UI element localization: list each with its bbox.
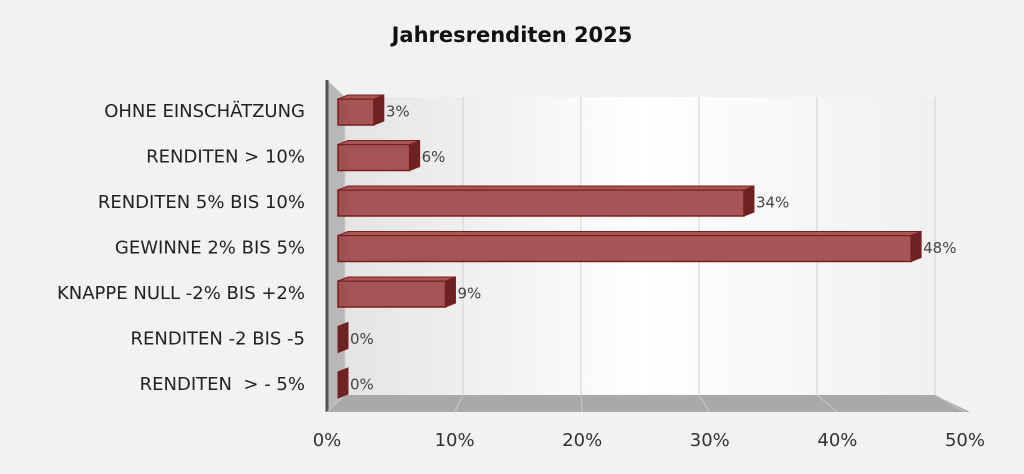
- bar-side: [373, 94, 385, 126]
- y-tick-label: OHNE EINSCHÄTZUNG: [104, 101, 305, 122]
- value-label: 6%: [422, 148, 446, 166]
- bar-side: [910, 230, 922, 263]
- bar: [337, 280, 447, 308]
- y-tick-label: RENDITEN > 10%: [146, 147, 305, 168]
- floor-line: [816, 394, 838, 413]
- value-label: 9%: [457, 285, 481, 303]
- bar-side: [337, 367, 349, 399]
- bar: [337, 143, 411, 172]
- x-tick-label: 0%: [313, 430, 342, 451]
- value-label: 0%: [350, 376, 374, 394]
- bar-top: [337, 276, 456, 282]
- bar: [337, 234, 912, 263]
- y-tick-label: GEWINNE 2% BIS 5%: [115, 238, 305, 259]
- bar-top: [337, 322, 349, 327]
- value-label: 0%: [350, 330, 374, 348]
- x-tick-label: 20%: [562, 430, 602, 451]
- y-tick-label: RENDITEN 5% BIS 10%: [98, 192, 305, 213]
- bar-side: [743, 185, 755, 217]
- x-tick-label: 10%: [435, 430, 475, 451]
- bar-top: [337, 140, 420, 145]
- floor: [327, 395, 970, 412]
- value-label: 34%: [756, 194, 789, 212]
- bar: [337, 189, 745, 217]
- x-tick-label: 40%: [817, 430, 857, 451]
- bar-top: [337, 185, 755, 191]
- bar-top: [337, 231, 922, 236]
- value-label: 48%: [923, 239, 956, 257]
- bar-top: [337, 94, 385, 100]
- value-label: 3%: [386, 103, 410, 121]
- y-tick-label: KNAPPE NULL -2% BIS +2%: [57, 283, 305, 304]
- bar-side: [444, 276, 456, 308]
- x-tick-label: 30%: [690, 430, 730, 451]
- bar-side: [409, 139, 421, 172]
- chart-title: Jahresrenditen 2025: [390, 23, 633, 47]
- bar: [337, 98, 375, 126]
- y-tick-label: RENDITEN > - 5%: [140, 374, 305, 395]
- floor-line: [580, 394, 583, 413]
- x-tick-label: 50%: [945, 430, 985, 451]
- floor-line: [934, 394, 966, 413]
- y-tick-label: RENDITEN -2 BIS -5: [131, 329, 306, 350]
- floor-line: [698, 394, 711, 413]
- bar-side: [337, 321, 349, 354]
- floor-line: [326, 394, 346, 413]
- floor-line: [454, 394, 464, 413]
- bar-top: [337, 367, 349, 373]
